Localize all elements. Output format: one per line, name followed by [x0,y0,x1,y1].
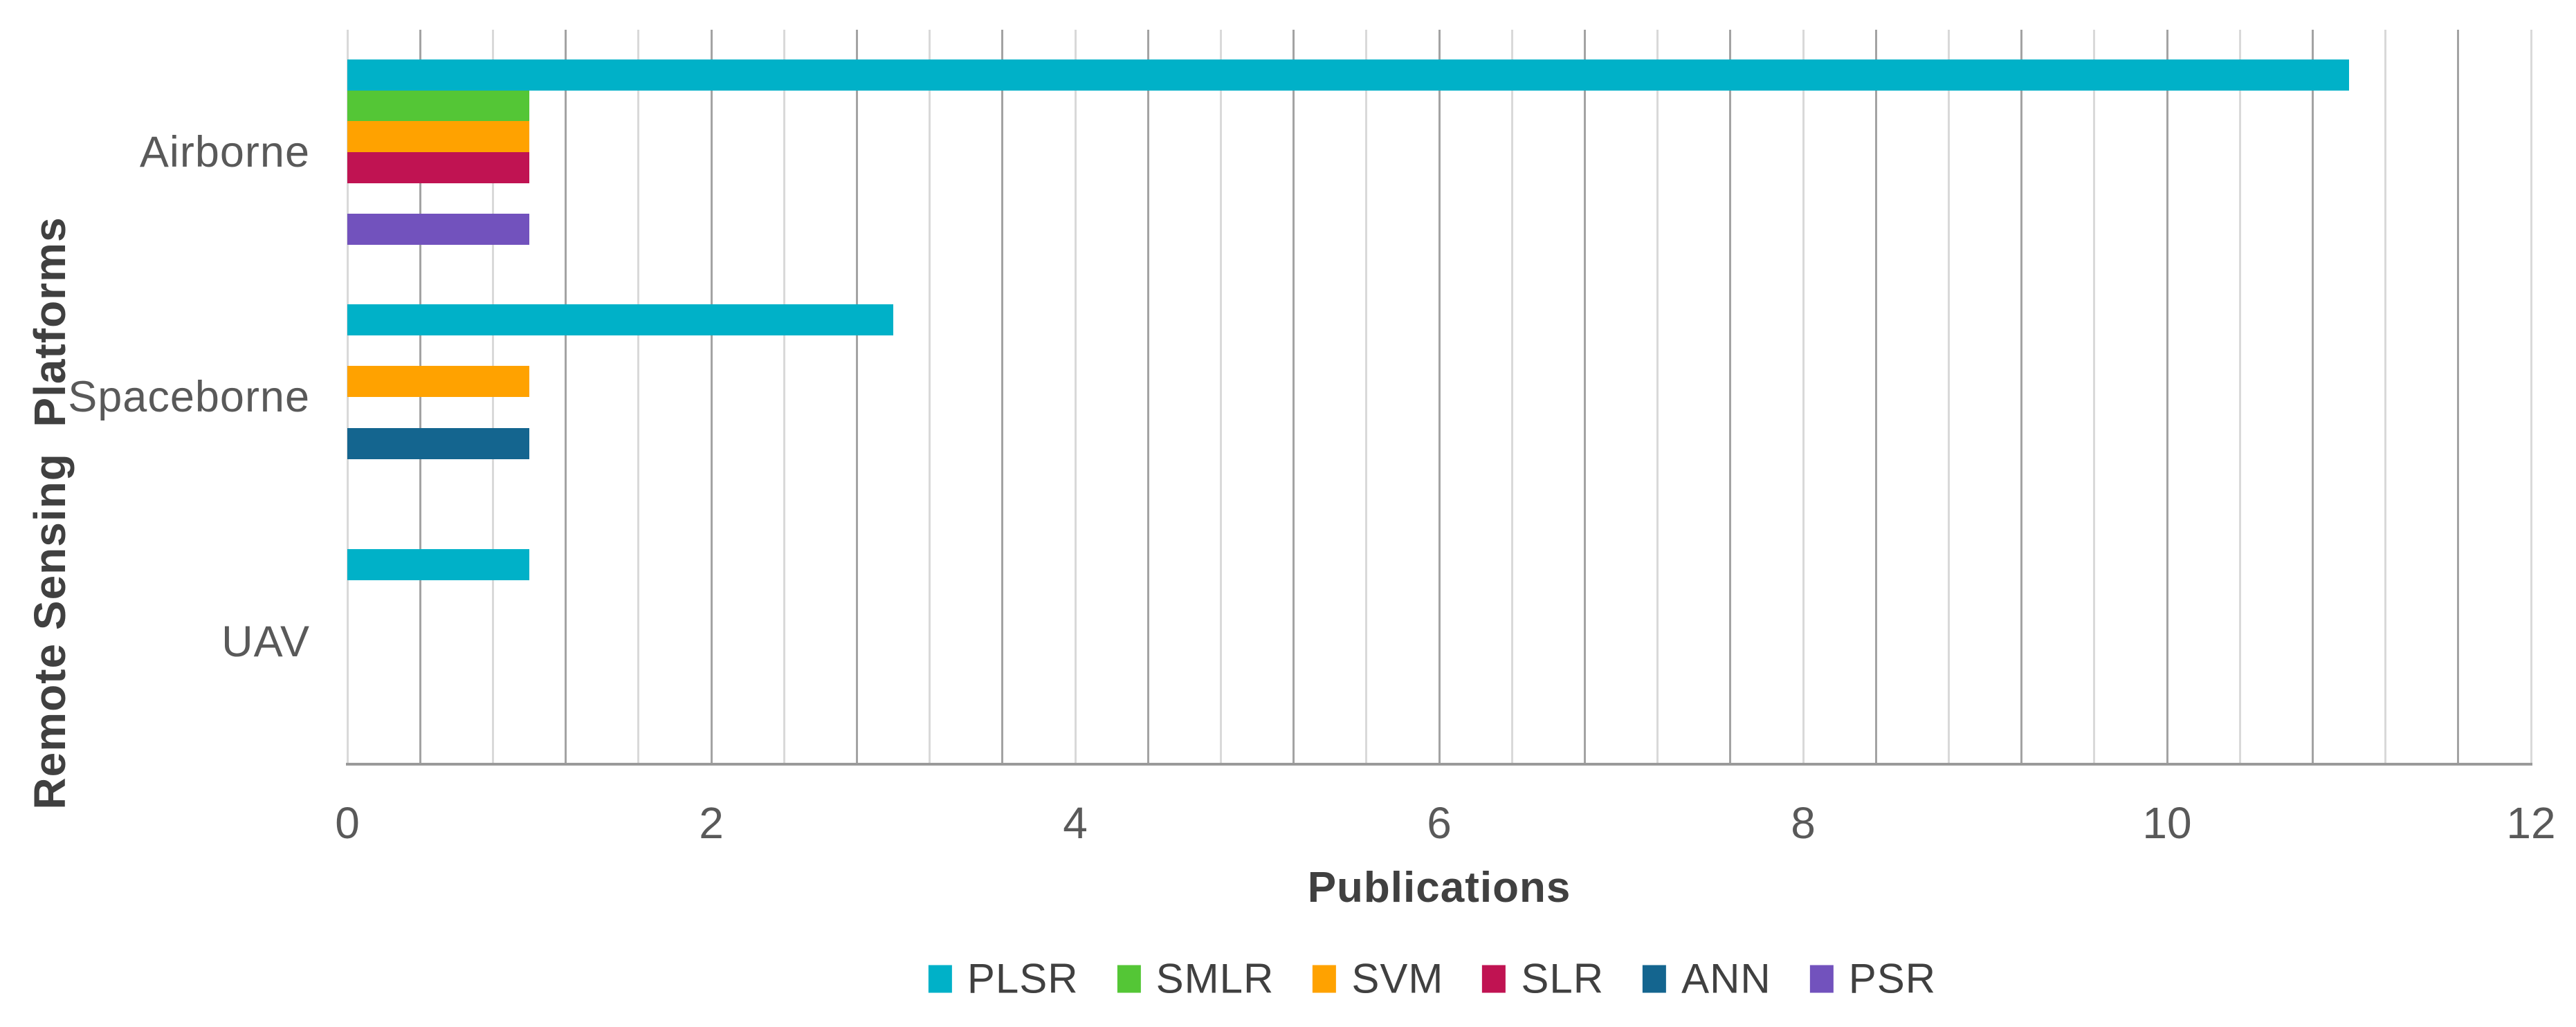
gridline [2238,30,2241,764]
x-axis-line [346,763,2532,766]
bar-plsr-spaceborne [347,304,893,335]
gridline [1438,30,1441,764]
gridline [1292,30,1295,764]
legend-swatch-slr-icon [1482,965,1506,992]
gridline [929,30,931,764]
gridline [2166,30,2168,764]
legend-label: SVM [1351,955,1444,1002]
legend-item-smlr: SMLR [1117,955,1275,1003]
legend-swatch-ann-icon [1643,965,1667,992]
legend-label: PLSR [967,955,1079,1002]
gridline [1074,30,1077,764]
legend-item-ann: ANN [1643,955,1771,1003]
x-tick-label: 12 [2506,798,2556,848]
gridline [637,30,640,764]
category-label-spaceborne: Spaceborne [68,373,310,421]
bar-svm-airborne [347,121,529,153]
gridline [1802,30,1805,764]
legend-label: SMLR [1155,955,1275,1002]
legend-swatch-svm-icon [1313,965,1337,992]
x-tick-label: 2 [699,798,724,848]
x-axis-title: Publications [1307,864,1571,912]
gridline [2457,30,2460,764]
x-tick-label: 6 [1427,798,1452,848]
gridline [1510,30,1513,764]
bar-psr-airborne [347,214,529,246]
legend-swatch-smlr-icon [1117,965,1141,992]
x-tick-label: 8 [1791,798,1816,848]
gridline [1147,30,1149,764]
bar-ann-spaceborne [347,427,529,459]
x-tick-label: 4 [1063,798,1088,848]
legend-item-psr: PSR [1809,955,1937,1003]
x-tick-label: 10 [2142,798,2192,848]
legend-label: ANN [1681,955,1771,1002]
legend-label: PSR [1848,955,1937,1002]
category-label-uav: UAV [221,618,310,666]
gridline [2020,30,2023,764]
gridline [1874,30,1877,764]
legend-item-plsr: PLSR [928,955,1079,1003]
legend: PLSR SMLR SVM SLR ANN PSR [928,955,1937,1003]
category-label-airborne: Airborne [139,128,310,176]
legend-item-slr: SLR [1482,955,1604,1003]
gridline [710,30,713,764]
gridline [2384,30,2387,764]
gridline [2530,30,2532,764]
gridline [2311,30,2314,764]
bar-plsr-uav [347,549,529,580]
bar-plsr-airborne [347,59,2349,91]
gridline [565,30,567,764]
legend-swatch-plsr-icon [928,965,952,992]
legend-item-svm: SVM [1313,955,1443,1003]
gridline [783,30,785,764]
gridline [1729,30,1732,764]
gridline [1947,30,1950,764]
gridline [2093,30,2096,764]
bar-smlr-airborne [347,90,529,122]
x-tick-label: 0 [335,798,360,848]
gridline [1656,30,1659,764]
gridline [1583,30,1586,764]
gridline [1365,30,1368,764]
bar-svm-spaceborne [347,366,529,398]
legend-label: SLR [1521,955,1605,1002]
gridline [1219,30,1222,764]
legend-swatch-psr-icon [1809,965,1834,992]
bar-slr-airborne [347,152,529,183]
gridline [1001,30,1004,764]
gridline [855,30,858,764]
